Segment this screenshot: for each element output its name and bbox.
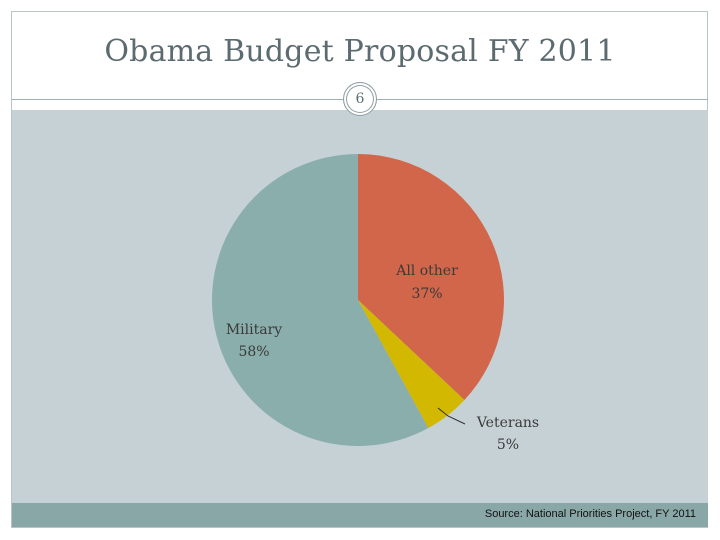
military-value-label: 58% <box>238 344 269 360</box>
footer-bar <box>12 503 708 527</box>
veterans-label: Veterans <box>476 415 539 431</box>
slide-number: 6 <box>343 82 377 116</box>
military-label: Military <box>226 322 282 338</box>
source-citation: Source: National Priorities Project, FY … <box>484 508 696 520</box>
pie-slice-military <box>212 154 429 446</box>
pie-slice-veterans <box>358 300 465 428</box>
veterans-leader-line <box>437 407 466 425</box>
slide-title: Obama Budget Proposal FY 2011 <box>104 34 616 69</box>
all-other-value-label: 37% <box>411 286 442 302</box>
pie-slice-all-other <box>358 154 504 400</box>
veterans-value-label: 5% <box>497 437 519 453</box>
all-other-label: All other <box>395 263 458 279</box>
